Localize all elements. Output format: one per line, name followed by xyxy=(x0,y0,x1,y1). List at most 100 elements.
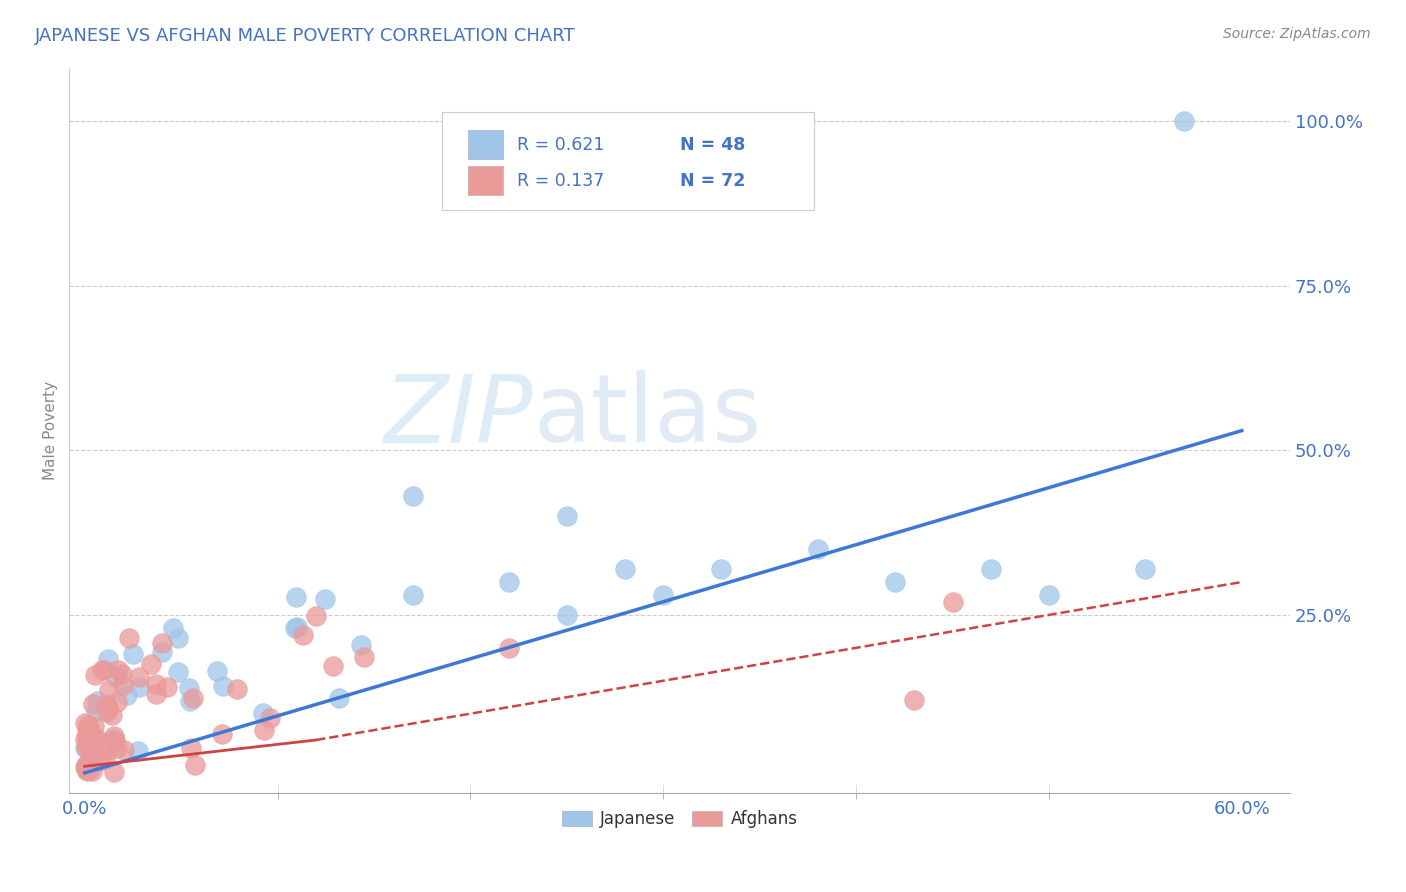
Point xyxy=(903,693,925,707)
Point xyxy=(115,688,138,702)
Point xyxy=(212,679,235,693)
Text: ZIP: ZIP xyxy=(384,370,533,461)
Point xyxy=(93,663,115,677)
Point xyxy=(166,632,188,646)
Point xyxy=(76,764,98,778)
Point xyxy=(82,698,104,712)
Point xyxy=(128,670,150,684)
Point xyxy=(97,651,120,665)
Point xyxy=(150,636,173,650)
Point xyxy=(284,621,307,635)
Point xyxy=(127,743,149,757)
Point xyxy=(145,677,167,691)
Point xyxy=(980,562,1002,576)
Point xyxy=(77,756,100,770)
Point xyxy=(80,737,103,751)
Point xyxy=(77,720,100,734)
Legend: Japanese, Afghans: Japanese, Afghans xyxy=(555,804,804,835)
Point xyxy=(1038,588,1060,602)
Point xyxy=(83,719,105,733)
Point xyxy=(941,595,963,609)
Point xyxy=(111,666,134,681)
Point xyxy=(77,763,100,777)
Point xyxy=(82,743,104,757)
Point xyxy=(613,562,636,576)
Point xyxy=(96,698,118,712)
Point xyxy=(84,704,107,718)
Point xyxy=(181,691,204,706)
Point xyxy=(97,702,120,716)
Text: N = 72: N = 72 xyxy=(679,172,745,190)
Point xyxy=(141,657,163,672)
Point xyxy=(76,760,98,774)
Point xyxy=(94,751,117,765)
Point xyxy=(305,608,328,623)
Point xyxy=(180,741,202,756)
Point xyxy=(76,727,98,741)
Point xyxy=(652,588,675,602)
Point xyxy=(75,760,97,774)
Point xyxy=(353,649,375,664)
Point xyxy=(555,607,578,622)
Point xyxy=(806,542,828,557)
Point xyxy=(253,723,276,737)
Point xyxy=(76,721,98,735)
Point xyxy=(118,632,141,646)
Point xyxy=(76,717,98,731)
Point xyxy=(91,663,114,677)
Point xyxy=(75,732,97,747)
Text: R = 0.621: R = 0.621 xyxy=(517,136,605,153)
Text: Source: ZipAtlas.com: Source: ZipAtlas.com xyxy=(1223,27,1371,41)
Point xyxy=(179,694,201,708)
Point xyxy=(98,682,121,697)
Text: R = 0.137: R = 0.137 xyxy=(517,172,605,190)
Point xyxy=(314,592,336,607)
Point xyxy=(103,764,125,779)
Point xyxy=(328,691,350,706)
Point xyxy=(498,640,520,655)
Point xyxy=(555,509,578,524)
Point xyxy=(177,681,200,696)
Point xyxy=(205,664,228,678)
Point xyxy=(75,762,97,776)
Point xyxy=(1135,562,1157,576)
Point xyxy=(401,588,423,602)
Point xyxy=(76,727,98,741)
Point xyxy=(79,733,101,747)
Point xyxy=(105,741,128,756)
Point xyxy=(128,680,150,694)
Point xyxy=(122,647,145,661)
Point xyxy=(104,732,127,747)
Point xyxy=(225,682,247,697)
Point xyxy=(73,715,96,730)
Point xyxy=(75,741,97,756)
Point xyxy=(112,743,135,757)
Point xyxy=(76,735,98,749)
Point xyxy=(89,754,111,768)
Point xyxy=(93,741,115,756)
Point xyxy=(83,730,105,744)
Point xyxy=(156,681,179,695)
Point xyxy=(291,627,314,641)
Point xyxy=(285,590,308,604)
Point xyxy=(93,698,115,712)
Point xyxy=(84,668,107,682)
Point xyxy=(259,711,281,725)
Point xyxy=(96,743,118,757)
Point xyxy=(105,695,128,709)
Point xyxy=(77,756,100,771)
Point xyxy=(86,731,108,746)
Point xyxy=(252,706,274,721)
Point xyxy=(1173,114,1195,128)
Point xyxy=(83,743,105,757)
Point xyxy=(79,744,101,758)
Point xyxy=(105,670,128,684)
Point xyxy=(82,738,104,752)
Point xyxy=(211,727,233,741)
Point xyxy=(103,729,125,743)
Point xyxy=(107,663,129,677)
Point xyxy=(96,705,118,719)
Point xyxy=(112,678,135,692)
Bar xyxy=(468,166,502,195)
Point xyxy=(498,574,520,589)
